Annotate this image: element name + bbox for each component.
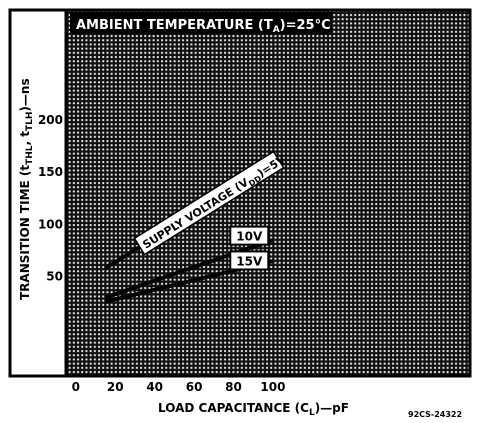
x-label-part: LOAD CAPACITANCE (C — [158, 401, 309, 415]
y-tick-label: 100 — [38, 217, 63, 231]
y-label-part: , t — [18, 131, 32, 146]
chart-frame — [8, 8, 472, 378]
series-line-1 — [104, 238, 274, 300]
plot-area — [66, 10, 470, 376]
y-axis-label: TRANSITION TIME (tTHL, tTLH)—ns — [18, 78, 35, 300]
y-tick-label: 200 — [38, 113, 63, 127]
label-box — [133, 150, 285, 256]
series-label-10v: 10V — [236, 230, 263, 244]
figure-code: 92CS-24322 — [408, 410, 462, 419]
y-tick-label: 150 — [38, 165, 63, 179]
y-axis-panel — [10, 10, 66, 376]
y-label-sub: TLH — [25, 112, 35, 131]
x-tick-label: 40 — [146, 380, 163, 394]
x-tick-label: 0 — [72, 380, 80, 394]
x-tick-label: 100 — [260, 380, 285, 394]
x-tick-label: 20 — [107, 380, 124, 394]
tick-labels: 0 20 40 60 80 100 50 100 150 200 — [38, 113, 286, 394]
series-label-group: 15V — [229, 250, 270, 271]
title-box — [70, 12, 332, 34]
series-label-group: 10V — [229, 225, 270, 246]
chart-title: AMBIENT TEMPERATURE (TA)=25°C — [76, 18, 331, 35]
y-label-part: )—ns — [18, 78, 32, 111]
x-label-sub: L — [309, 408, 315, 418]
x-tick-label: 80 — [225, 380, 242, 394]
y-tick-label: 50 — [46, 270, 63, 284]
title-tail: )=25°C — [280, 18, 331, 33]
y-label-part: TRANSITION TIME (t — [18, 165, 32, 300]
title-subscript: A — [273, 25, 280, 35]
x-tick-label: 60 — [186, 380, 203, 394]
x-axis-label: LOAD CAPACITANCE (CL)—pF — [158, 401, 349, 418]
y-label-sub: THL — [25, 145, 35, 165]
title-main: AMBIENT TEMPERATURE (T — [76, 18, 273, 33]
series-label-15v: 15V — [236, 254, 263, 268]
x-label-part: )—pF — [315, 401, 349, 415]
label-box — [229, 225, 270, 246]
label-box — [229, 250, 270, 271]
